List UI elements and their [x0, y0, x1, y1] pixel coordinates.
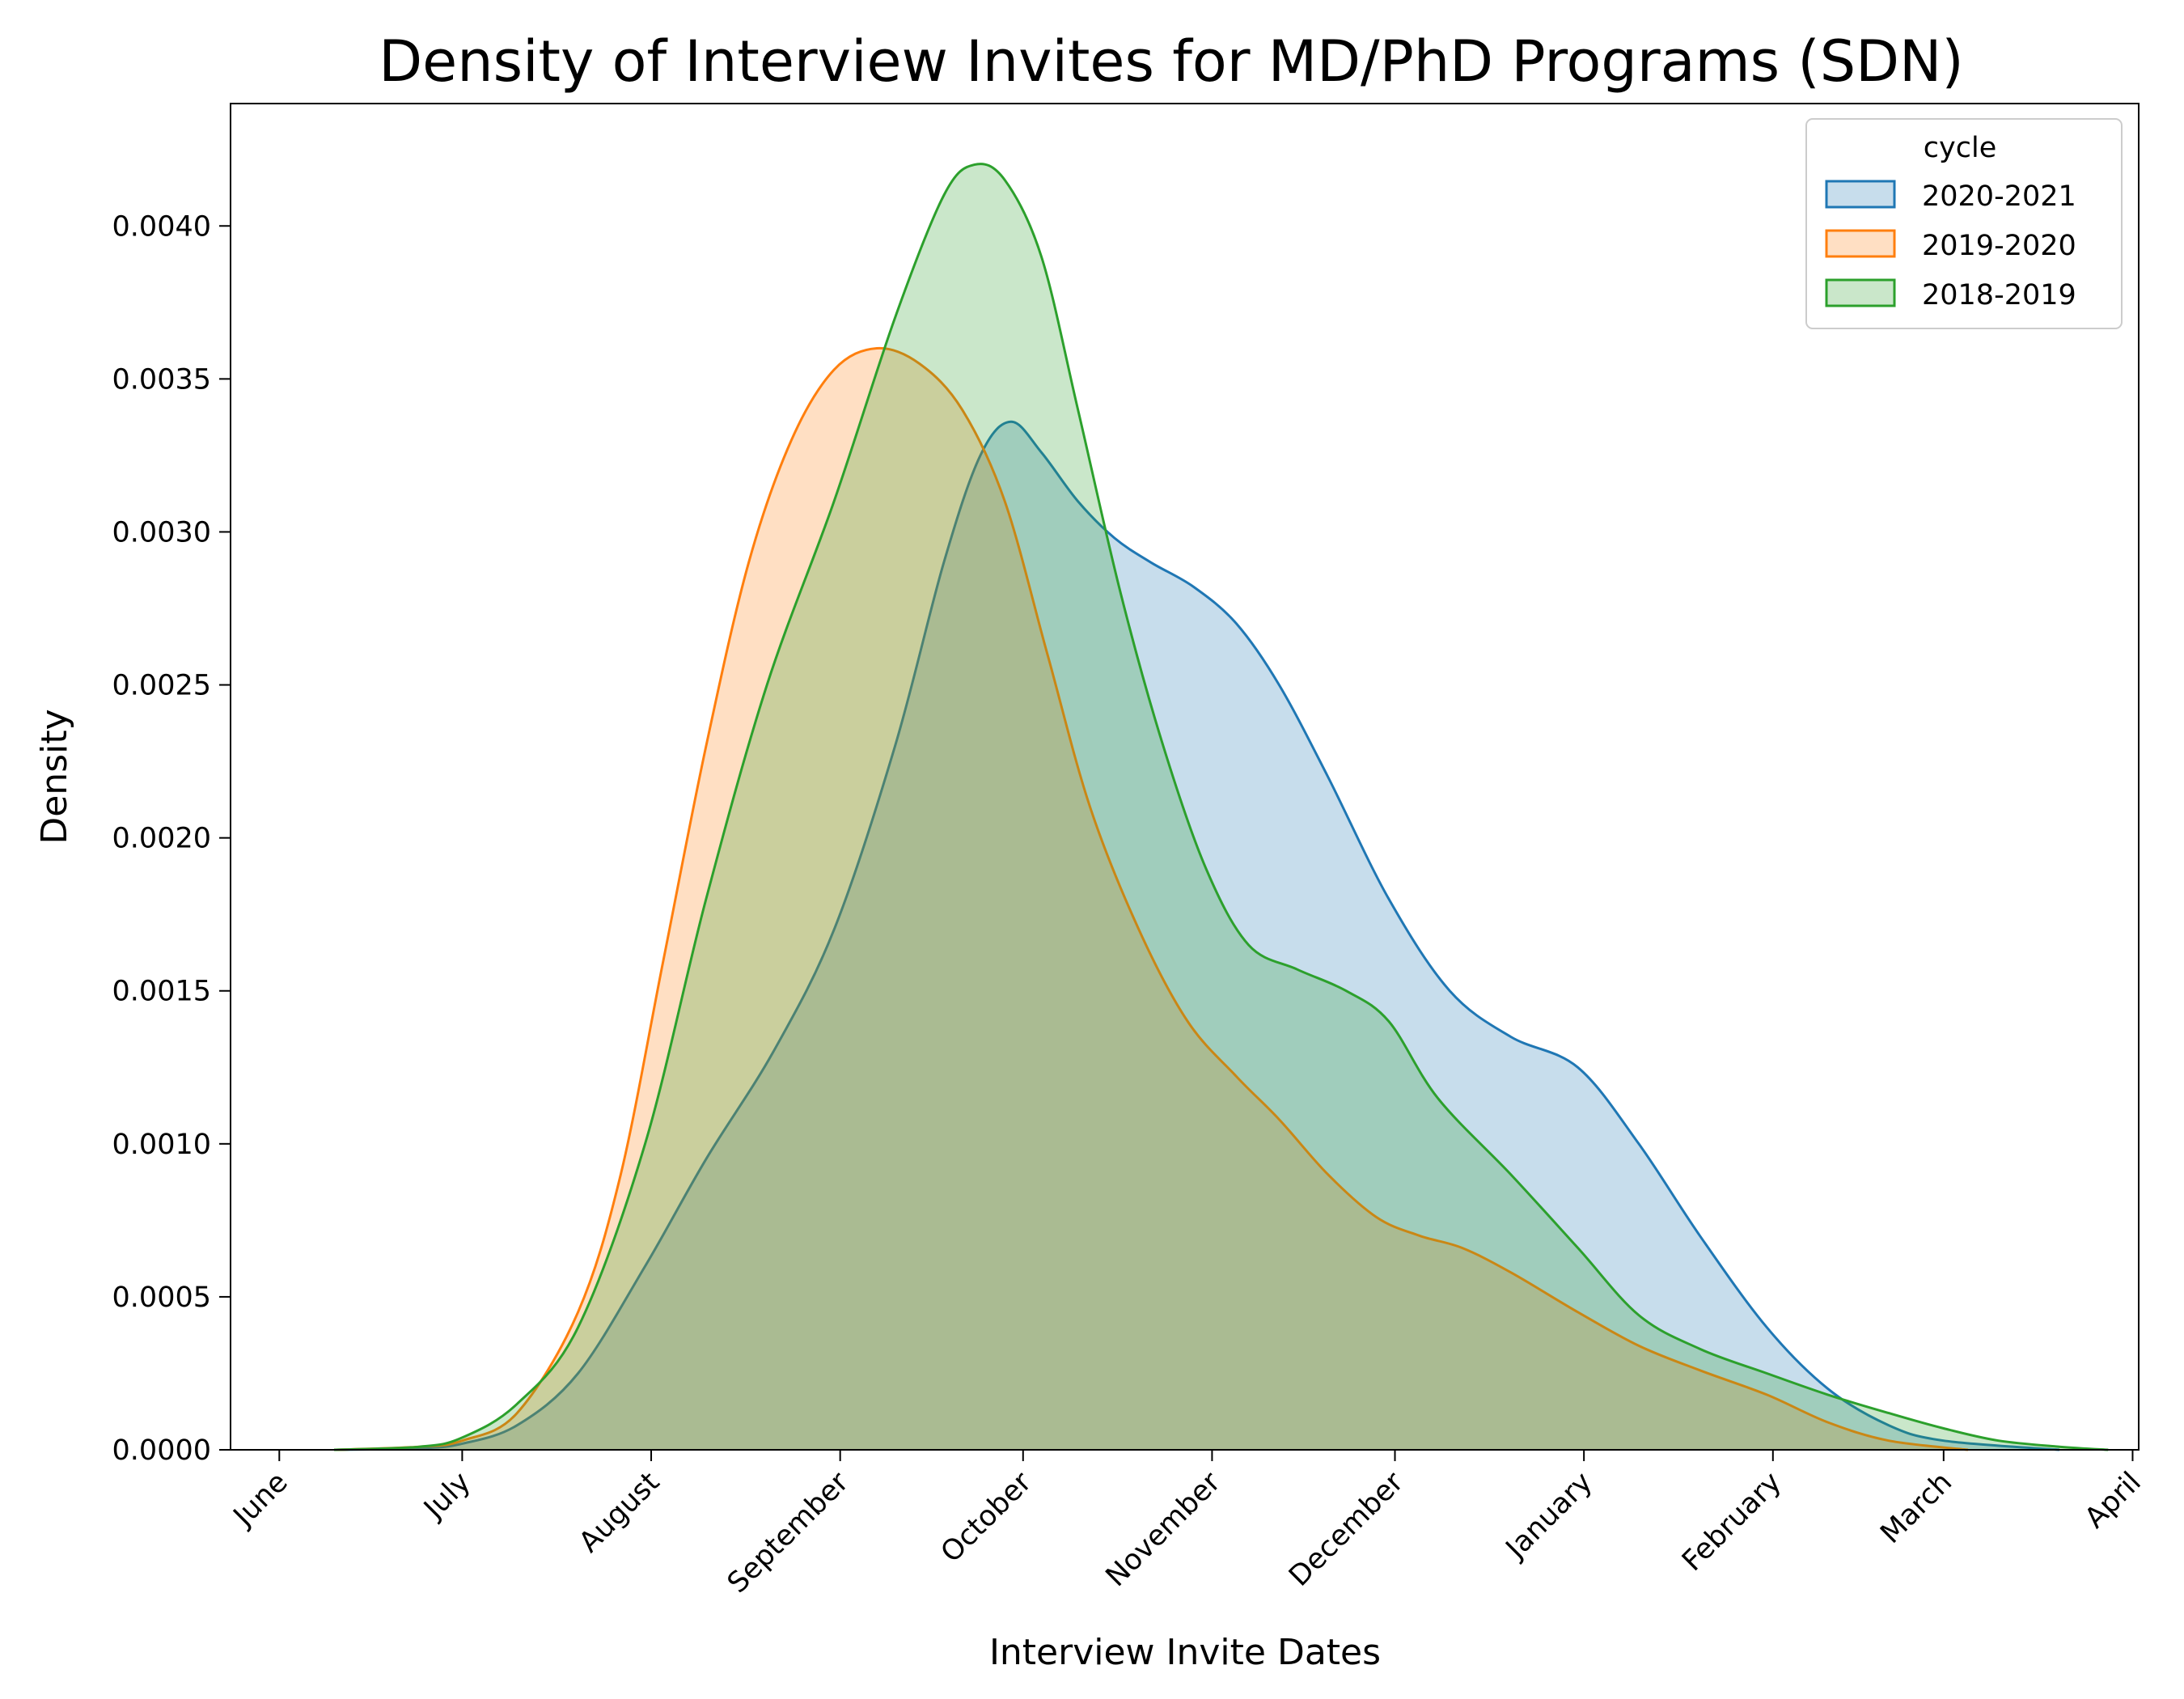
y-tick-label: 0.0025	[112, 670, 211, 702]
legend-swatch	[1825, 278, 1896, 307]
x-tick-label: March	[1874, 1466, 1958, 1550]
y-tick-label: 0.0030	[112, 516, 211, 549]
x-tick-label: January	[1499, 1466, 1599, 1566]
x-tick-label: September	[722, 1466, 856, 1600]
y-axis-label: Density	[34, 709, 75, 844]
x-tick-label: April	[2079, 1466, 2148, 1535]
y-tick-label: 0.0000	[112, 1434, 211, 1467]
series-area-2019-2020	[334, 348, 1969, 1450]
y-axis: 0.0000 0.0005 0.0010 0.0015 0.0020 0.0025 0.00…	[112, 210, 231, 1467]
chart-title: Density of Interview Invites for MD/PhD …	[379, 28, 1963, 95]
x-tick-label: October	[935, 1466, 1039, 1570]
x-tick-label: November	[1100, 1466, 1227, 1593]
legend-entries: 2020-2021 2019-2020 2018-2019	[1825, 180, 2076, 311]
legend-title: cycle	[1924, 132, 1996, 164]
legend-label: 2018-2019	[1922, 279, 2076, 311]
legend-swatch	[1825, 180, 1896, 209]
series-line-2018-2019	[334, 163, 2109, 1451]
y-tick-label: 0.0005	[112, 1282, 211, 1314]
series-area-2018-2019	[334, 163, 2109, 1451]
y-tick-label: 0.0015	[112, 976, 211, 1008]
y-tick-label: 0.0035	[112, 363, 211, 396]
x-tick-label: August	[573, 1466, 666, 1559]
x-tick-label: July	[417, 1466, 477, 1526]
legend-frame	[1805, 118, 2123, 329]
series-area-2020-2021	[334, 422, 2059, 1450]
y-tick-label: 0.0020	[112, 823, 211, 855]
y-tick-label: 0.0010	[112, 1129, 211, 1161]
x-axis: June July August September October November De…	[226, 1450, 2148, 1599]
legend-label: 2019-2020	[1922, 230, 2076, 262]
legend: cycle 2020-2021 2019-2020 2018-2019	[1805, 118, 2123, 329]
x-axis-label: Interview Invite Dates	[989, 1632, 1381, 1673]
series-layer	[334, 163, 2109, 1451]
series-line-2020-2021	[334, 420, 2060, 1451]
legend-swatch	[1825, 229, 1896, 258]
legend-label: 2020-2021	[1922, 180, 2076, 213]
plot-frame	[230, 103, 2140, 1451]
y-tick-label: 0.0040	[112, 210, 211, 243]
series-line-2019-2020	[334, 346, 1969, 1451]
x-tick-label: February	[1676, 1466, 1788, 1578]
x-tick-label: June	[226, 1466, 294, 1534]
x-tick-label: December	[1283, 1466, 1410, 1593]
